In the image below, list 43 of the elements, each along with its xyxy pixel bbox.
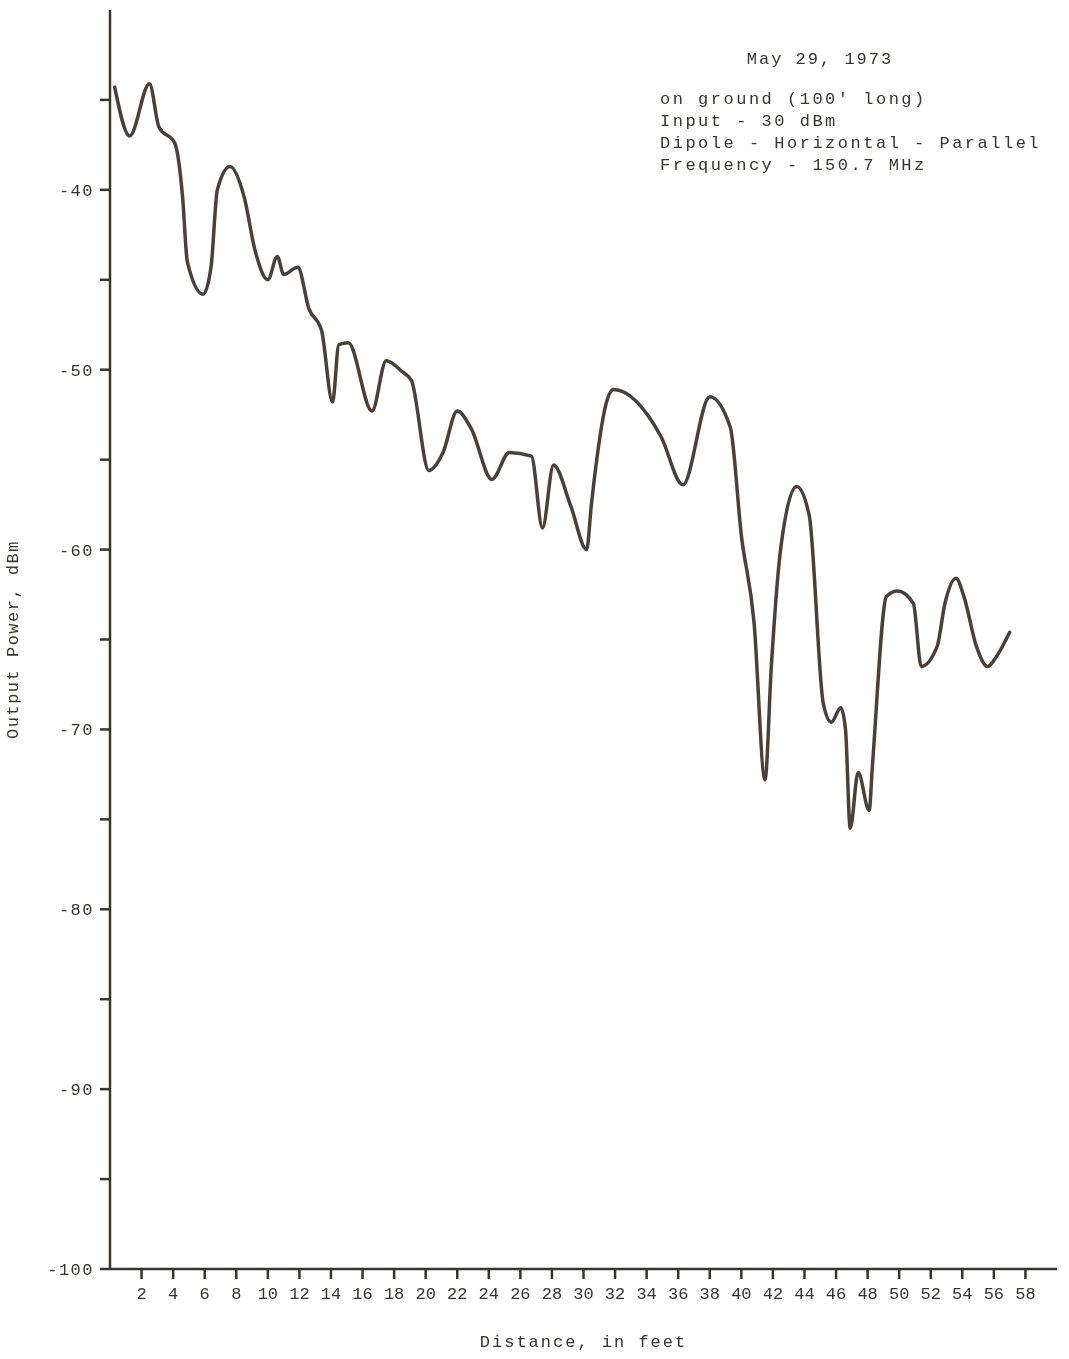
x-tick-label: 58 bbox=[1015, 1285, 1036, 1305]
y-tick-label: -70 bbox=[58, 721, 94, 741]
x-tick-label: 14 bbox=[320, 1285, 342, 1305]
x-tick-label: 8 bbox=[231, 1285, 242, 1305]
x-tick-label: 44 bbox=[794, 1285, 815, 1305]
x-tick-label: 36 bbox=[668, 1285, 689, 1305]
y-tick-label: -60 bbox=[58, 541, 94, 561]
y-tick-label: -90 bbox=[58, 1081, 94, 1101]
y-tick-label: -50 bbox=[58, 361, 94, 381]
text: May 29, 1973 bbox=[745, 50, 895, 70]
x-tick-label: 18 bbox=[383, 1285, 405, 1305]
x-tick-label: 48 bbox=[857, 1285, 878, 1305]
x-tick-label: 24 bbox=[478, 1285, 499, 1305]
x-tick-label: 20 bbox=[415, 1285, 436, 1305]
annotation: Dipole - Horizontal - Parallel bbox=[660, 134, 1042, 154]
x-tick-label: 2 bbox=[136, 1285, 147, 1305]
x-tick-label: 12 bbox=[289, 1285, 310, 1305]
x-tick-label: 42 bbox=[762, 1285, 784, 1305]
x-tick-label: 40 bbox=[731, 1285, 752, 1305]
y-tick-label: -80 bbox=[58, 901, 94, 921]
x-tick-label: 6 bbox=[199, 1285, 210, 1305]
annotation: Frequency - 150.7 MHz bbox=[660, 156, 927, 176]
y-tick-label: -100 bbox=[47, 1261, 94, 1281]
x-tick-label: 16 bbox=[352, 1285, 373, 1305]
x-tick-label: 30 bbox=[573, 1285, 594, 1305]
x-tick-label: 38 bbox=[699, 1285, 720, 1305]
x-tick-label: 52 bbox=[920, 1285, 941, 1305]
x-tick-label: 56 bbox=[983, 1285, 1005, 1305]
x-axis-title: Distance, in feet bbox=[479, 1333, 688, 1352]
annotation: Input - 30 dBm bbox=[660, 112, 838, 132]
x-tick-label: 54 bbox=[952, 1285, 973, 1305]
x-tick-label: 50 bbox=[888, 1285, 910, 1305]
x-tick-label: 26 bbox=[510, 1285, 531, 1305]
x-tick-label: 4 bbox=[168, 1285, 179, 1305]
x-tick-label: 46 bbox=[825, 1285, 847, 1305]
x-tick-label: 22 bbox=[447, 1285, 468, 1305]
x-tick-label: 28 bbox=[541, 1285, 563, 1305]
x-tick-label: 32 bbox=[604, 1285, 626, 1305]
y-tick-label: -40 bbox=[58, 181, 94, 201]
y-axis-title: Output Power, dBm bbox=[4, 540, 24, 739]
x-tick-label: 34 bbox=[636, 1285, 657, 1305]
x-tick-label: 10 bbox=[257, 1285, 279, 1305]
annotation: on ground (100' long) bbox=[660, 90, 927, 110]
